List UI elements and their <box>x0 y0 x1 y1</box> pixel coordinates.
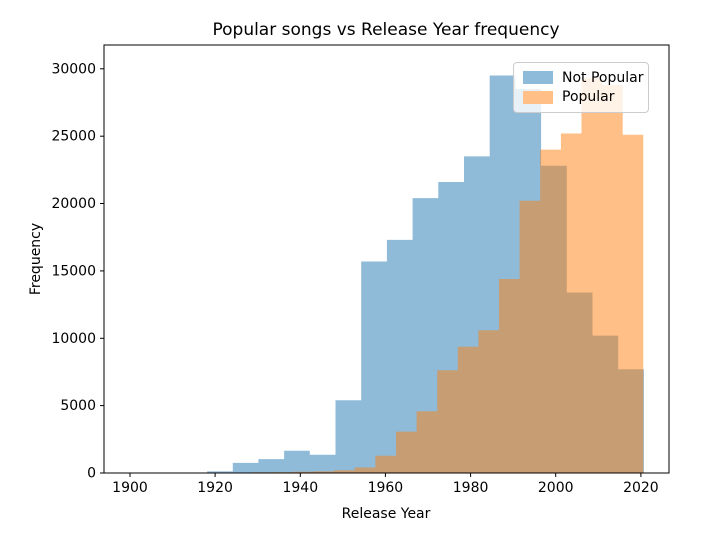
x-tick-label: 1960 <box>368 480 404 496</box>
legend-item-popular: Popular <box>523 88 640 107</box>
legend-swatch-not-popular-icon <box>523 71 553 85</box>
x-tick-label: 2020 <box>623 480 659 496</box>
y-tick-label: 20000 <box>51 196 96 212</box>
y-tick-label: 5000 <box>60 398 96 414</box>
legend-label-popular: Popular <box>562 89 615 106</box>
x-tick-label: 1920 <box>197 480 233 496</box>
y-tick-label: 10000 <box>51 331 96 347</box>
plot-border <box>103 44 670 474</box>
legend: Not Popular Popular <box>513 62 649 113</box>
legend-swatch-popular-icon <box>523 90 553 104</box>
hist-bars-popular <box>251 78 644 473</box>
x-axis-label: Release Year <box>341 506 431 522</box>
chart-title: Popular songs vs Release Year frequency <box>212 20 560 40</box>
x-tick-label: 1980 <box>453 480 489 496</box>
y-tick-label: 15000 <box>51 263 96 279</box>
y-tick-label: 0 <box>87 466 96 482</box>
x-tick-label: 1900 <box>112 480 148 496</box>
y-axis-label: Frequency <box>28 222 44 296</box>
y-tick-label: 30000 <box>51 61 96 77</box>
legend-item-not-popular: Not Popular <box>523 68 644 87</box>
x-tick-label: 1940 <box>282 480 318 496</box>
x-tick-label: 2000 <box>538 480 574 496</box>
y-tick-label: 25000 <box>51 129 96 145</box>
legend-label-not-popular: Not Popular <box>562 69 644 86</box>
